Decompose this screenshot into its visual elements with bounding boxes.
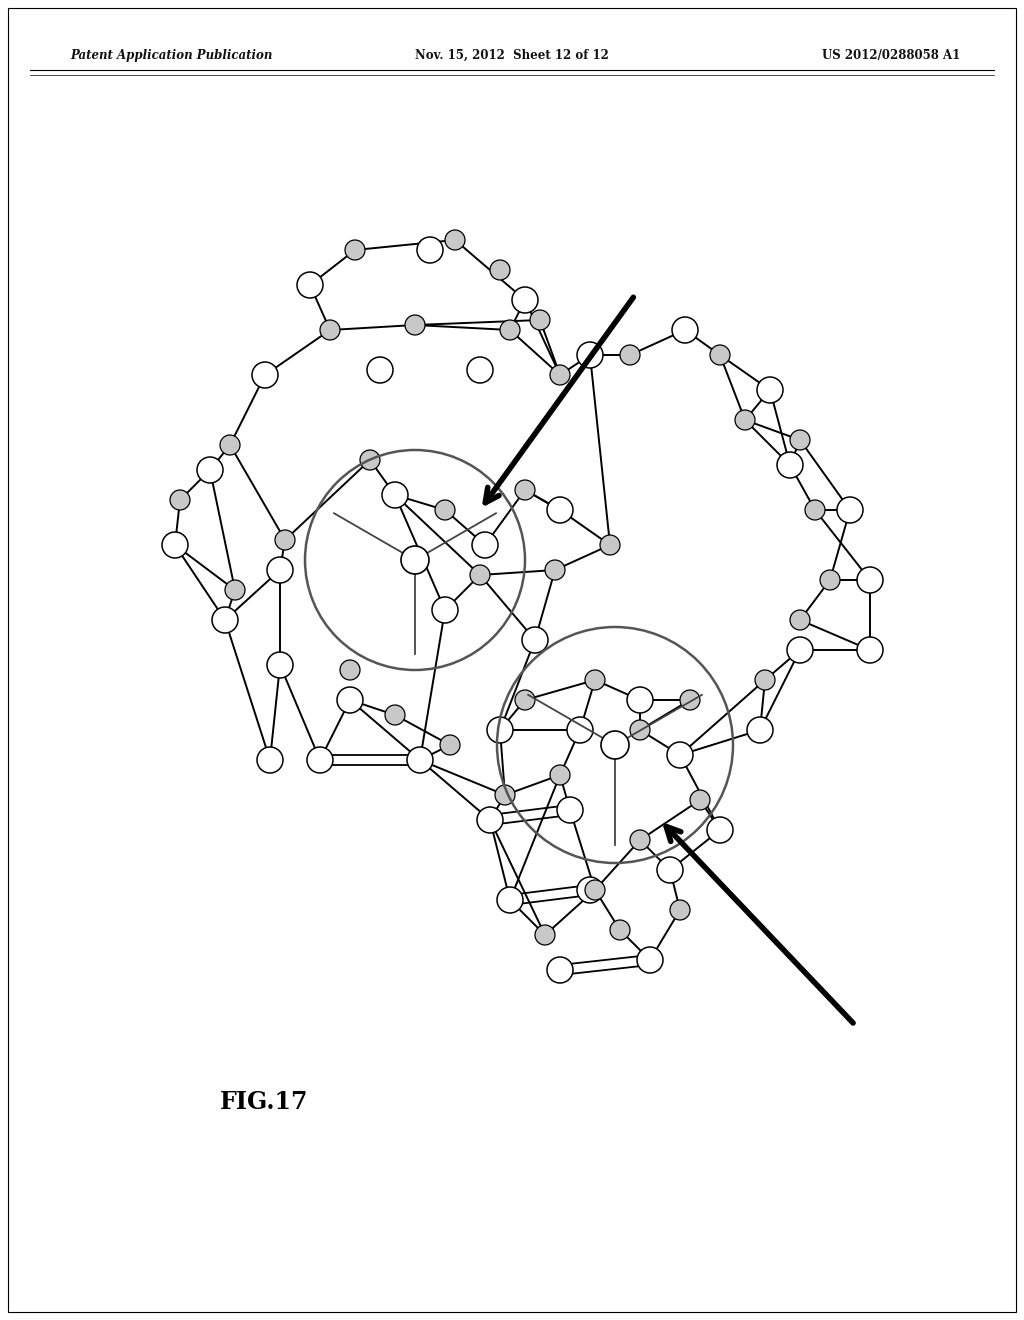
Circle shape (670, 900, 690, 920)
Circle shape (535, 925, 555, 945)
Circle shape (857, 568, 883, 593)
Circle shape (467, 356, 493, 383)
Circle shape (515, 480, 535, 500)
Circle shape (790, 610, 810, 630)
Circle shape (600, 535, 620, 554)
Circle shape (601, 731, 629, 759)
Text: US 2012/0288058 A1: US 2012/0288058 A1 (821, 49, 961, 62)
Circle shape (657, 857, 683, 883)
Circle shape (225, 579, 245, 601)
Circle shape (777, 451, 803, 478)
Circle shape (757, 378, 783, 403)
Circle shape (690, 789, 710, 810)
Circle shape (512, 286, 538, 313)
Circle shape (477, 807, 503, 833)
Circle shape (550, 766, 570, 785)
Circle shape (197, 457, 223, 483)
Circle shape (530, 310, 550, 330)
Circle shape (630, 830, 650, 850)
Circle shape (385, 705, 406, 725)
Circle shape (367, 356, 393, 383)
Circle shape (401, 546, 429, 574)
Circle shape (319, 319, 340, 341)
Circle shape (680, 690, 700, 710)
Circle shape (547, 498, 573, 523)
Circle shape (567, 717, 593, 743)
Circle shape (500, 319, 520, 341)
Circle shape (440, 735, 460, 755)
Circle shape (515, 690, 535, 710)
Circle shape (382, 482, 408, 508)
Circle shape (577, 876, 603, 903)
Circle shape (435, 500, 455, 520)
Circle shape (547, 957, 573, 983)
Circle shape (630, 719, 650, 741)
Circle shape (340, 660, 360, 680)
Circle shape (746, 717, 773, 743)
Circle shape (257, 747, 283, 774)
Circle shape (407, 747, 433, 774)
Text: Nov. 15, 2012  Sheet 12 of 12: Nov. 15, 2012 Sheet 12 of 12 (415, 49, 609, 62)
Circle shape (550, 366, 570, 385)
Circle shape (490, 260, 510, 280)
Circle shape (275, 531, 295, 550)
Circle shape (445, 230, 465, 249)
Circle shape (837, 498, 863, 523)
Circle shape (345, 240, 365, 260)
Circle shape (787, 638, 813, 663)
Circle shape (267, 557, 293, 583)
Circle shape (585, 671, 605, 690)
Circle shape (637, 946, 663, 973)
Circle shape (557, 797, 583, 822)
Circle shape (487, 717, 513, 743)
Circle shape (417, 238, 443, 263)
Circle shape (406, 315, 425, 335)
Circle shape (495, 785, 515, 805)
Circle shape (267, 652, 293, 678)
Circle shape (710, 345, 730, 366)
Circle shape (805, 500, 825, 520)
Circle shape (297, 272, 323, 298)
Circle shape (307, 747, 333, 774)
Circle shape (497, 887, 523, 913)
Circle shape (162, 532, 188, 558)
Circle shape (577, 342, 603, 368)
Circle shape (252, 362, 278, 388)
Circle shape (627, 686, 653, 713)
Circle shape (545, 560, 565, 579)
Circle shape (735, 411, 755, 430)
Circle shape (360, 450, 380, 470)
Circle shape (212, 607, 238, 634)
Circle shape (170, 490, 190, 510)
Circle shape (522, 627, 548, 653)
Circle shape (707, 817, 733, 843)
Circle shape (610, 920, 630, 940)
Circle shape (790, 430, 810, 450)
Circle shape (220, 436, 240, 455)
Circle shape (472, 532, 498, 558)
Text: FIG.17: FIG.17 (220, 1090, 308, 1114)
Circle shape (820, 570, 840, 590)
Text: Patent Application Publication: Patent Application Publication (70, 49, 272, 62)
Circle shape (857, 638, 883, 663)
Circle shape (755, 671, 775, 690)
Circle shape (672, 317, 698, 343)
Circle shape (667, 742, 693, 768)
Circle shape (585, 880, 605, 900)
Circle shape (337, 686, 362, 713)
Circle shape (620, 345, 640, 366)
Circle shape (470, 565, 490, 585)
Circle shape (432, 597, 458, 623)
